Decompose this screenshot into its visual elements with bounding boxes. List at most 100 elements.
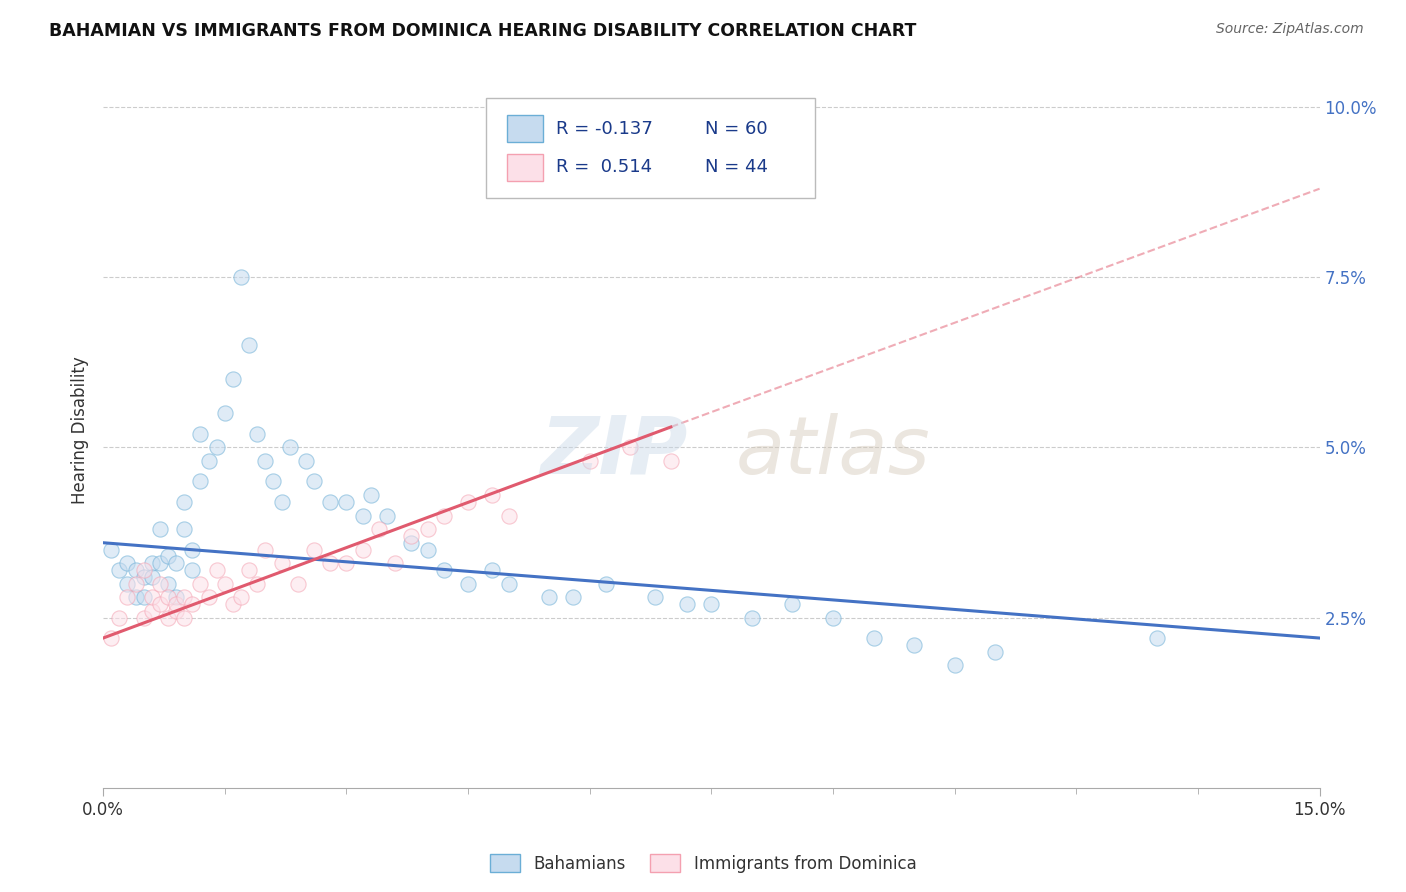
Text: ZIP: ZIP [540, 413, 688, 491]
FancyBboxPatch shape [486, 98, 814, 198]
Point [903, 638, 925, 652]
Point [416, 542, 439, 557]
Point [375, 508, 398, 523]
Point [700, 597, 723, 611]
Bar [508, 153, 544, 181]
Point [782, 597, 804, 611]
Point [229, 591, 252, 605]
Point [562, 591, 585, 605]
Point [433, 563, 456, 577]
Point [132, 610, 155, 624]
Point [238, 563, 260, 577]
Point [401, 535, 423, 549]
Point [124, 576, 146, 591]
Point [181, 542, 204, 557]
Point [481, 488, 503, 502]
Point [214, 576, 236, 591]
Text: R =  0.514: R = 0.514 [555, 159, 652, 177]
Point [862, 631, 884, 645]
Point [222, 597, 245, 611]
Point [943, 658, 966, 673]
Point [538, 154, 561, 169]
Point [149, 556, 172, 570]
Point [319, 556, 342, 570]
Point [659, 454, 682, 468]
Text: atlas: atlas [735, 413, 931, 491]
Point [124, 591, 146, 605]
Point [165, 556, 187, 570]
Point [270, 495, 292, 509]
Point [319, 495, 342, 509]
Point [173, 591, 195, 605]
Point [367, 522, 389, 536]
Point [676, 597, 699, 611]
Point [181, 597, 204, 611]
Point [254, 454, 277, 468]
Point [156, 549, 179, 564]
Point [335, 495, 357, 509]
Point [278, 441, 301, 455]
Point [173, 610, 195, 624]
Point [644, 591, 666, 605]
Point [214, 406, 236, 420]
Y-axis label: Hearing Disability: Hearing Disability [72, 357, 89, 504]
Point [117, 576, 139, 591]
Point [238, 338, 260, 352]
Point [352, 542, 374, 557]
Point [165, 597, 187, 611]
Point [538, 591, 561, 605]
Text: Source: ZipAtlas.com: Source: ZipAtlas.com [1216, 22, 1364, 37]
Point [132, 591, 155, 605]
Point [165, 591, 187, 605]
Point [352, 508, 374, 523]
Point [141, 591, 163, 605]
Point [335, 556, 357, 570]
Bar [508, 115, 544, 143]
Point [254, 542, 277, 557]
Point [100, 542, 122, 557]
Point [156, 610, 179, 624]
Point [416, 522, 439, 536]
Point [197, 454, 219, 468]
Point [498, 576, 520, 591]
Point [117, 556, 139, 570]
Point [262, 475, 284, 489]
Point [270, 556, 292, 570]
Point [141, 556, 163, 570]
Point [205, 563, 228, 577]
Point [190, 475, 212, 489]
Point [108, 563, 131, 577]
Point [1146, 631, 1168, 645]
Point [141, 570, 163, 584]
Point [246, 576, 269, 591]
Point [295, 454, 318, 468]
Point [149, 522, 172, 536]
Point [181, 563, 204, 577]
Point [149, 597, 172, 611]
Point [173, 495, 195, 509]
Point [401, 529, 423, 543]
Point [173, 522, 195, 536]
Point [302, 542, 325, 557]
Point [498, 508, 520, 523]
Text: N = 44: N = 44 [706, 159, 768, 177]
Text: N = 60: N = 60 [706, 120, 768, 137]
Point [821, 610, 844, 624]
Point [302, 475, 325, 489]
Point [433, 508, 456, 523]
Point [156, 591, 179, 605]
Point [229, 270, 252, 285]
Text: BAHAMIAN VS IMMIGRANTS FROM DOMINICA HEARING DISABILITY CORRELATION CHART: BAHAMIAN VS IMMIGRANTS FROM DOMINICA HEA… [49, 22, 917, 40]
Point [457, 495, 479, 509]
Point [287, 576, 309, 591]
Point [595, 576, 617, 591]
Point [205, 441, 228, 455]
Legend: Bahamians, Immigrants from Dominica: Bahamians, Immigrants from Dominica [482, 847, 924, 880]
Point [984, 645, 1007, 659]
Point [141, 604, 163, 618]
Point [619, 441, 641, 455]
Point [384, 556, 406, 570]
Point [741, 610, 763, 624]
Point [117, 591, 139, 605]
Point [578, 454, 600, 468]
